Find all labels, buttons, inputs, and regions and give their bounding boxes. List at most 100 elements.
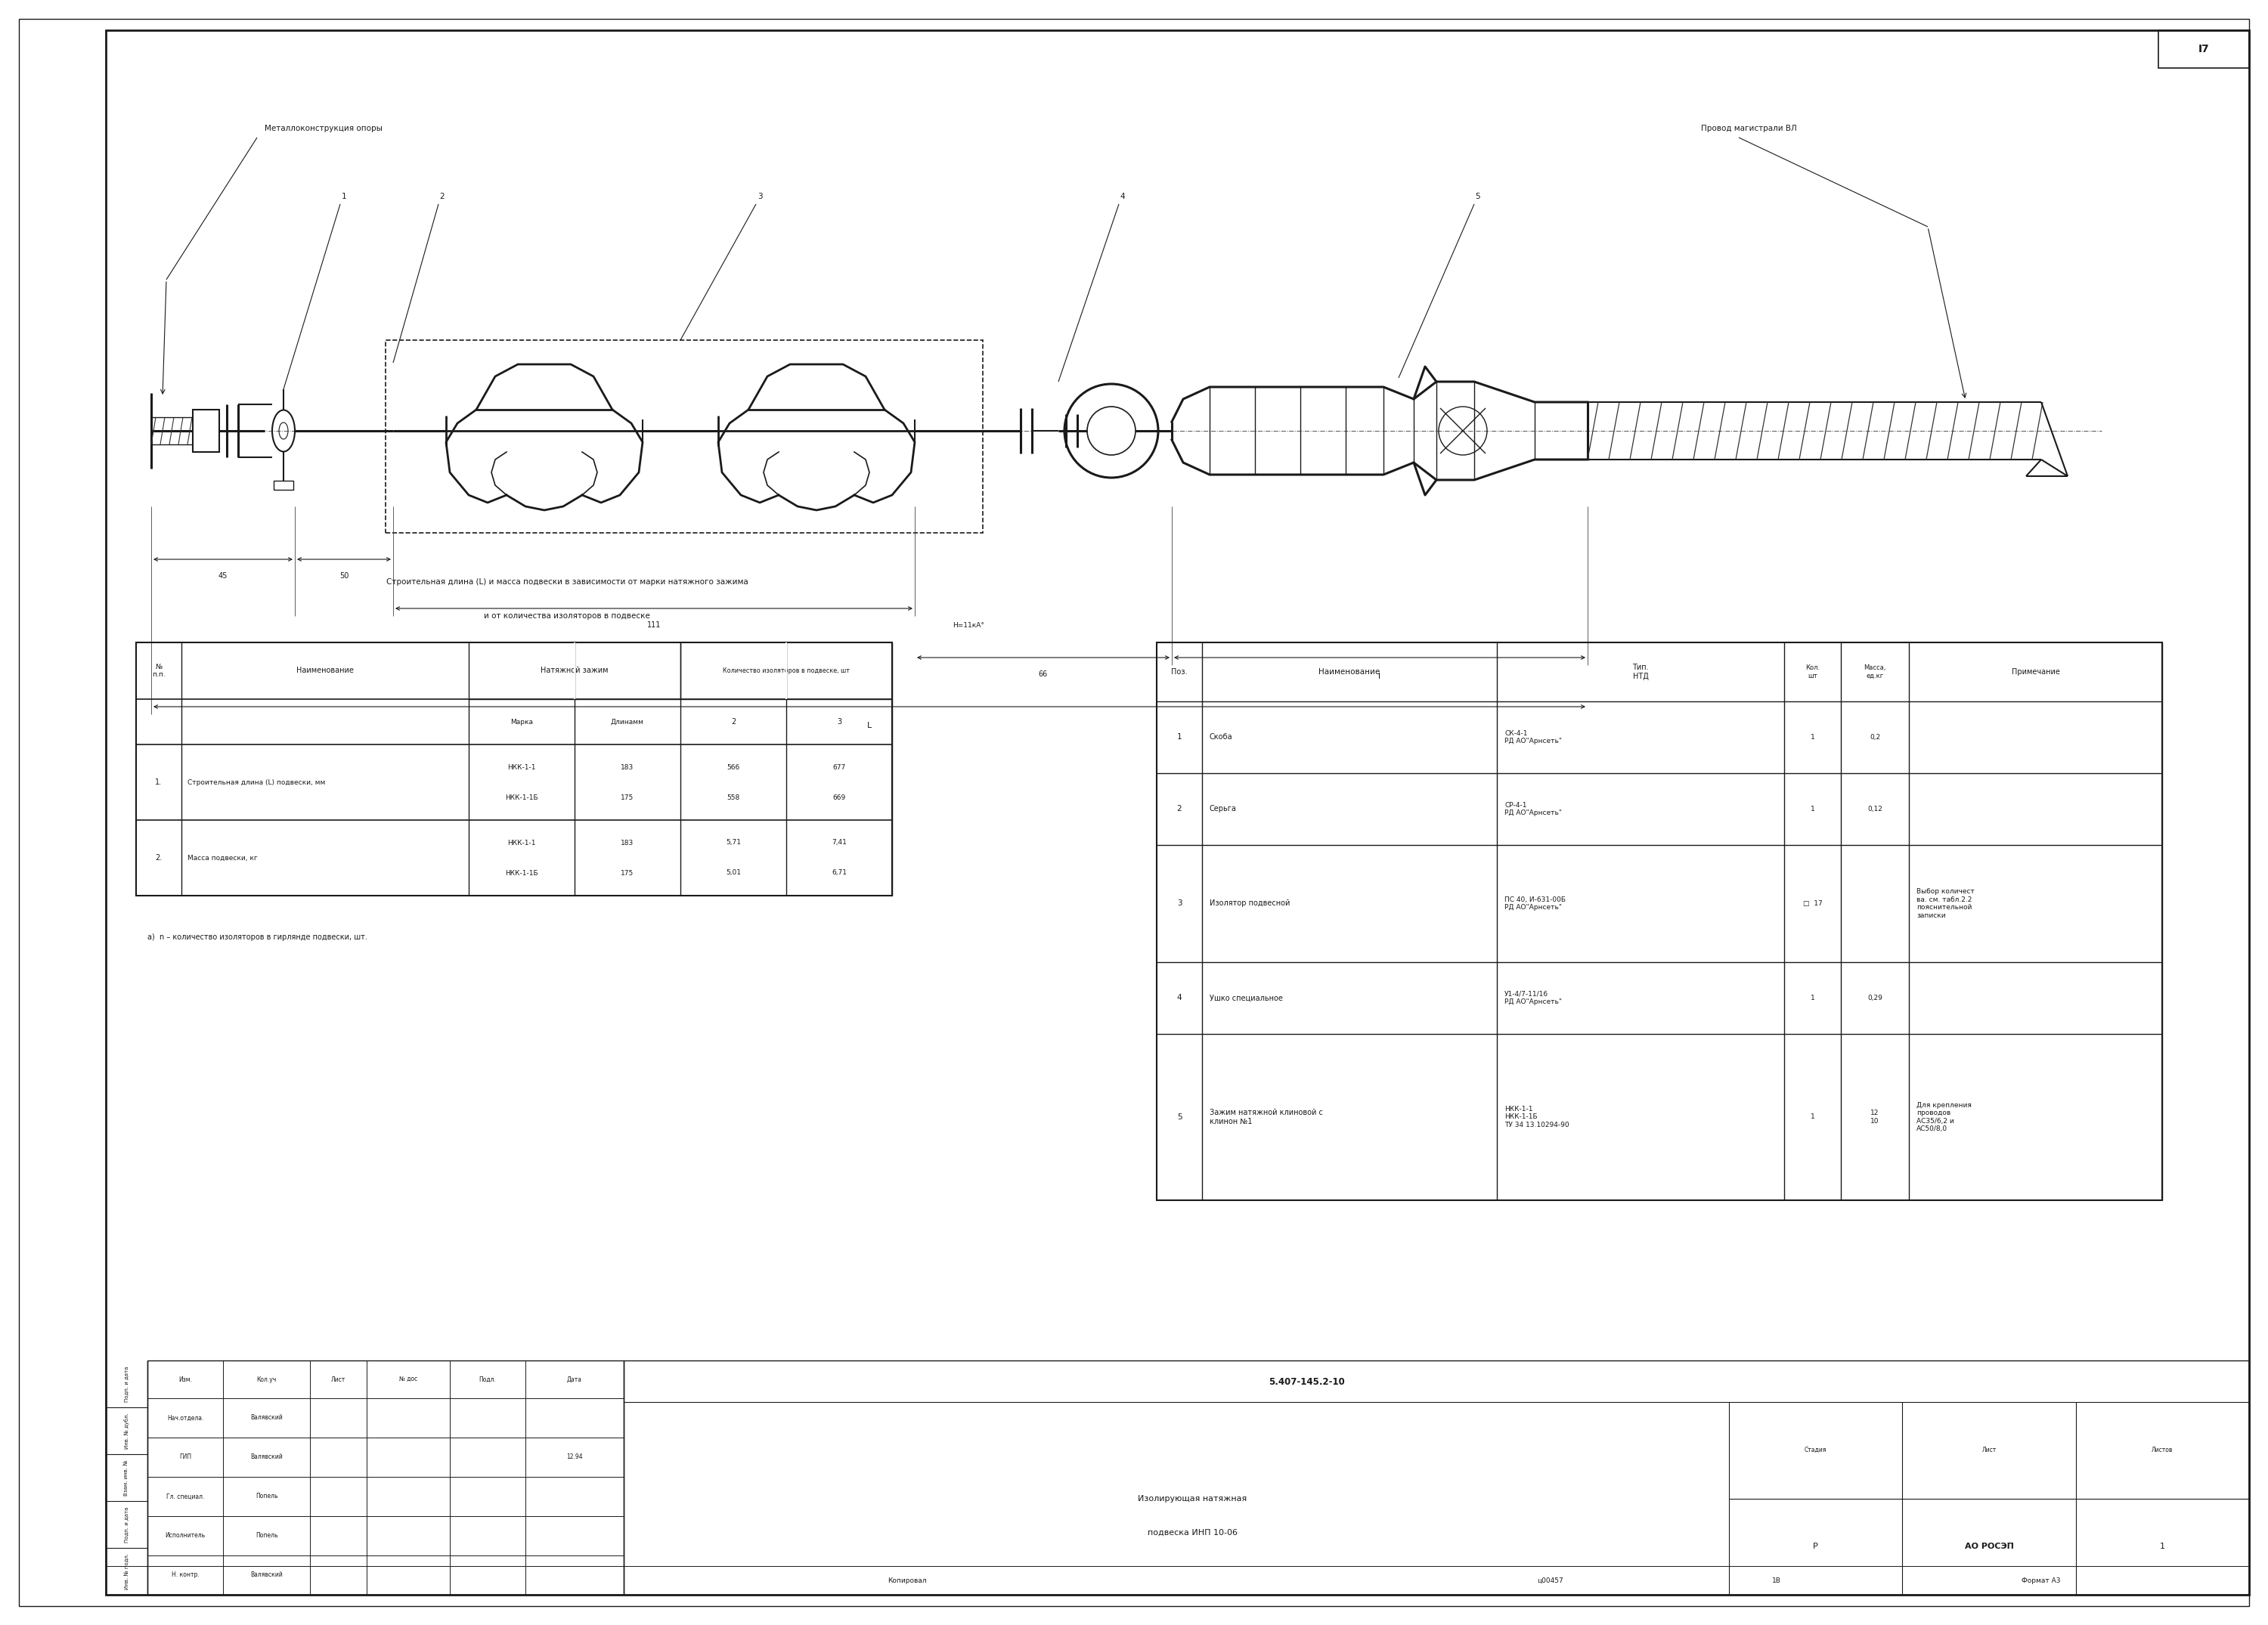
Text: 558: 558 <box>726 795 739 801</box>
Bar <box>274 481 293 489</box>
Text: L: L <box>866 722 871 730</box>
Text: 3: 3 <box>758 193 762 200</box>
Text: 5: 5 <box>1476 193 1481 200</box>
Text: Попель: Попель <box>256 1493 277 1500</box>
Text: Стадия: Стадия <box>1805 1446 1826 1454</box>
Text: 12
10: 12 10 <box>1871 1110 1880 1124</box>
Text: Кол.уч: Кол.уч <box>256 1376 277 1383</box>
Text: 66: 66 <box>1039 671 1048 678</box>
Bar <box>1157 642 2161 1201</box>
Text: а)  n – количество изоляторов в гирлянде подвески, шт.: а) n – количество изоляторов в гирлянде … <box>147 933 367 941</box>
Circle shape <box>1089 408 1134 455</box>
Text: 6,71: 6,71 <box>832 869 846 876</box>
Text: l: l <box>1379 673 1381 681</box>
Text: НКК-1-1: НКК-1-1 <box>508 840 535 847</box>
Text: Попель: Попель <box>256 1532 277 1539</box>
Text: Подп. и дата: Подп. и дата <box>125 1367 129 1402</box>
Text: Наименование: Наименование <box>1318 668 1381 676</box>
Text: 5: 5 <box>1177 1113 1182 1121</box>
Text: 2: 2 <box>730 718 735 726</box>
Text: Наименование: Наименование <box>297 666 354 674</box>
Text: 5,01: 5,01 <box>726 869 742 876</box>
Text: 4: 4 <box>1177 994 1182 1003</box>
Text: 4: 4 <box>1120 193 1125 200</box>
Text: Подп. и дата: Подп. и дата <box>125 1506 129 1542</box>
Text: Строительная длина (L) и масса подвески в зависимости от марки натяжного зажима: Строительная длина (L) и масса подвески … <box>386 578 748 585</box>
Text: 669: 669 <box>832 795 846 801</box>
Text: ГИП: ГИП <box>179 1454 191 1461</box>
Text: Изм.: Изм. <box>179 1376 193 1383</box>
Text: СР-4-1
РД АО"Арнсеть": СР-4-1 РД АО"Арнсеть" <box>1504 801 1563 816</box>
Text: Валявский: Валявский <box>249 1414 284 1422</box>
Text: 0,12: 0,12 <box>1867 806 1882 812</box>
Text: Дата: Дата <box>567 1376 583 1383</box>
Bar <box>386 340 982 533</box>
Text: НКК-1-1: НКК-1-1 <box>508 764 535 770</box>
Bar <box>193 409 220 452</box>
Text: 1: 1 <box>2159 1542 2166 1550</box>
Text: 1: 1 <box>342 193 347 200</box>
Text: АО РОСЭП: АО РОСЭП <box>1964 1542 2014 1550</box>
Text: 1: 1 <box>1810 806 1814 812</box>
Text: □  17: □ 17 <box>1803 900 1821 907</box>
Text: Лист: Лист <box>331 1376 345 1383</box>
Text: 2: 2 <box>440 193 445 200</box>
Text: Выбор количест
ва. см. табл.2.2
пояснительной
записки: Выбор количест ва. см. табл.2.2 поясните… <box>1916 889 1975 918</box>
Text: 2.: 2. <box>154 855 163 861</box>
Text: Подл.: Подл. <box>479 1376 497 1383</box>
Text: Натяжной зажим: Натяжной зажим <box>540 666 608 674</box>
Text: 1: 1 <box>1177 733 1182 741</box>
Bar <box>147 1360 624 1594</box>
Text: Металлоконструкция опоры: Металлоконструкция опоры <box>265 125 383 132</box>
Text: 1.: 1. <box>154 778 163 786</box>
Text: ц00457: ц00457 <box>1538 1576 1563 1584</box>
Text: Изолирующая натяжная: Изолирующая натяжная <box>1139 1495 1247 1503</box>
Text: 3: 3 <box>837 718 841 726</box>
Text: Взам. инв. №: Взам. инв. № <box>125 1459 129 1495</box>
Text: Изолятор подвесной: Изолятор подвесной <box>1209 900 1290 907</box>
Text: 2: 2 <box>1177 806 1182 812</box>
Text: Масса,
ед.кг: Масса, ед.кг <box>1864 665 1887 679</box>
Text: СК-4-1
РД АО"Арнсеть": СК-4-1 РД АО"Арнсеть" <box>1504 730 1563 744</box>
Text: Копировал: Копировал <box>887 1576 928 1584</box>
Text: НКК-1-1Б: НКК-1-1Б <box>506 795 538 801</box>
Text: ПС 40, И-631-00Б
РД АО"Арнсеть": ПС 40, И-631-00Б РД АО"Арнсеть" <box>1504 897 1565 912</box>
Text: Зажим натяжной клиновой с
клинон №1: Зажим натяжной клиновой с клинон №1 <box>1209 1108 1322 1124</box>
Text: №
п.п.: № п.п. <box>152 663 166 678</box>
Text: Исполнитель: Исполнитель <box>166 1532 206 1539</box>
Text: 0,29: 0,29 <box>1867 994 1882 1001</box>
Text: H=11кА°: H=11кА° <box>953 622 984 629</box>
Text: Валявский: Валявский <box>249 1571 284 1578</box>
Text: 175: 175 <box>621 869 635 876</box>
Text: Инв. № подл.: Инв. № подл. <box>125 1554 129 1589</box>
Text: 1: 1 <box>1810 994 1814 1001</box>
Text: 3: 3 <box>1177 900 1182 907</box>
Text: Кол.
шт: Кол. шт <box>1805 665 1819 679</box>
Text: 566: 566 <box>726 764 739 770</box>
Text: Провод магистрали ВЛ: Провод магистрали ВЛ <box>1701 125 1796 132</box>
Text: Инв. № дубл.: Инв. № дубл. <box>125 1412 129 1450</box>
Text: НКК-1-1
НКК-1-1Б
ТУ 34 13.10294-90: НКК-1-1 НКК-1-1Б ТУ 34 13.10294-90 <box>1504 1107 1569 1128</box>
Bar <box>136 642 891 895</box>
Text: 1: 1 <box>1810 1113 1814 1121</box>
Text: 183: 183 <box>621 764 635 770</box>
Text: Листов: Листов <box>2152 1446 2173 1454</box>
Text: 1: 1 <box>1810 735 1814 741</box>
Bar <box>624 1360 2250 1594</box>
Text: 183: 183 <box>621 840 635 847</box>
Text: Тип.
НТД: Тип. НТД <box>1633 663 1649 681</box>
Text: 7,41: 7,41 <box>832 840 846 847</box>
Text: Длинамм: Длинамм <box>610 718 644 725</box>
Text: Нач.отдела.: Нач.отдела. <box>168 1414 204 1422</box>
Text: У1-4/7-11/16
РД АО"Арнсеть": У1-4/7-11/16 РД АО"Арнсеть" <box>1504 991 1563 1006</box>
Text: Гл. специал.: Гл. специал. <box>166 1493 204 1500</box>
Text: Валявский: Валявский <box>249 1454 284 1461</box>
Text: Количество изоляторов в подвеске, шт: Количество изоляторов в подвеске, шт <box>723 668 850 674</box>
Text: НКК-1-1Б: НКК-1-1Б <box>506 869 538 876</box>
Text: Строительная длина (L) подвески, мм: Строительная длина (L) подвески, мм <box>188 778 324 785</box>
Text: 1В: 1В <box>1771 1576 1780 1584</box>
Text: подвеска ИНП 10-06: подвеска ИНП 10-06 <box>1148 1529 1238 1537</box>
Text: № дос: № дос <box>399 1376 417 1383</box>
Text: 5,71: 5,71 <box>726 840 742 847</box>
Bar <box>2159 31 2250 68</box>
